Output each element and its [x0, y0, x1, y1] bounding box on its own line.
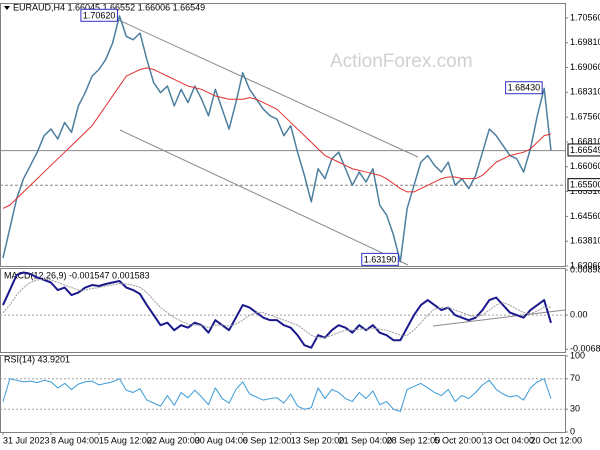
y-tick-label: 0.008986: [570, 264, 600, 274]
y-tick-label: 1.67560: [570, 112, 600, 122]
series-line: [2, 67, 552, 209]
x-tick-label: 5 Oct 20:00: [435, 435, 482, 445]
y-tick-label: 1.69810: [570, 37, 600, 47]
series-line: [2, 278, 552, 339]
price-label: 1.66549: [570, 145, 600, 155]
y-tick-label: 30: [570, 404, 580, 414]
y-tick-label: 0.00: [570, 309, 588, 319]
rsi-title: RSI(14) 43.9201: [4, 354, 70, 364]
x-tick-label: 13 Oct 04:00: [483, 435, 535, 445]
y-tick-label: 1.64560: [570, 211, 600, 221]
x-tick-label: 6 Sep 12:00: [243, 435, 292, 445]
y-tick-label: 1.63060: [570, 260, 600, 270]
macd-trendline: [432, 309, 566, 327]
y-tick-label: 100: [570, 350, 585, 360]
y-tick-label: -0.006816: [570, 344, 600, 354]
y-tick-label: 1.63810: [570, 236, 600, 246]
label-box: [505, 81, 543, 95]
x-tick-label: 30 Aug 04:00: [195, 435, 248, 445]
label-box: [567, 143, 600, 157]
x-tick-label: 21 Sep 04:00: [339, 435, 393, 445]
rsi-panel: [0, 355, 566, 433]
x-tick-label: 15 Aug 12:00: [99, 435, 152, 445]
series-line: [2, 15, 552, 263]
x-tick-label: 8 Aug 04:00: [51, 435, 99, 445]
y-tick-label: 1.68310: [570, 87, 600, 97]
annotation-label: 1.68430: [508, 83, 541, 93]
y-tick-label: 1.66810: [570, 136, 600, 146]
x-tick-label: 20 Oct 12:00: [530, 435, 582, 445]
macd-title: MACD(12,26,9) -0.001547 0.001583: [4, 270, 150, 280]
y-tick-label: 0: [570, 426, 575, 436]
y-tick-label: 1.69060: [570, 62, 600, 72]
chart-title: EURAUD,H4 1.66045 1.66552 1.66006 1.6654…: [13, 2, 205, 12]
annotation-label: 1.63190: [364, 254, 397, 264]
macd-panel: [0, 268, 566, 353]
series-line: [2, 271, 552, 349]
annotation-label: 1.70620: [83, 10, 116, 20]
x-tick-label: 22 Aug 20:00: [147, 435, 200, 445]
price-label: 1.65500: [570, 180, 600, 190]
y-tick-label: 70: [570, 373, 580, 383]
label-box: [80, 8, 118, 22]
channel-lower: [119, 129, 409, 266]
y-tick-label: 1.70560: [570, 12, 600, 22]
series-line: [2, 378, 552, 412]
label-box: [361, 252, 399, 266]
menu-triangle: [4, 6, 10, 10]
x-tick-label: 31 Jul 2023: [3, 435, 50, 445]
channel-upper: [111, 16, 419, 158]
label-box: [567, 178, 600, 192]
y-tick-label: 1.66060: [570, 161, 600, 171]
watermark: ActionForex.com: [330, 51, 473, 72]
x-tick-label: 13 Sep 20:00: [291, 435, 345, 445]
price-panel: [0, 3, 566, 267]
x-tick-label: 28 Sep 12:00: [387, 435, 441, 445]
